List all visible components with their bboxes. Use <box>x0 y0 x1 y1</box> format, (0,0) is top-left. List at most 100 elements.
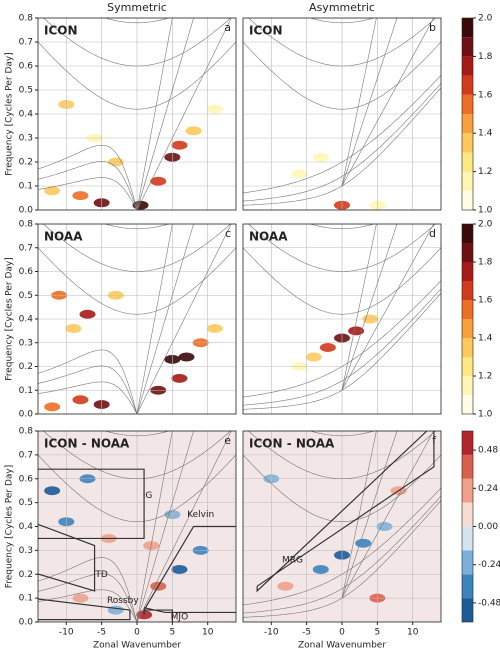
panel-label: ICON - NOAA <box>44 437 130 451</box>
plot-area <box>38 18 236 210</box>
y-tick-label: 0.8 <box>19 427 34 437</box>
mrg-curve <box>243 83 441 202</box>
colorbar-bin <box>462 262 473 281</box>
colorbar-bin <box>462 114 473 134</box>
y-tick-label: 0.5 <box>19 86 33 96</box>
kelvin-curve <box>341 18 398 187</box>
y-tick-label: 0.3 <box>19 546 33 556</box>
rossby-curve <box>38 161 138 210</box>
panel-letter: f <box>432 434 437 447</box>
y-tick-label: 0.1 <box>19 386 33 396</box>
kelvin-curve <box>136 18 194 210</box>
y-tick-label: 0.2 <box>19 158 33 168</box>
contour-spot <box>79 309 96 319</box>
ig-curve <box>243 454 441 522</box>
ig-curve <box>38 247 236 315</box>
colorbar-bin <box>462 526 473 551</box>
contour-spot <box>171 564 188 574</box>
plot-frame <box>242 223 442 415</box>
colorbar-bin <box>462 37 473 57</box>
mrg-curve <box>243 495 441 614</box>
region-box <box>256 431 428 593</box>
kelvin-curve <box>136 18 173 210</box>
colorbar-tick-label: 1.6 <box>478 90 493 100</box>
contour-spot <box>312 564 329 574</box>
column-title: Symmetric <box>107 1 167 14</box>
contour-spot <box>44 486 61 496</box>
ig-curve <box>38 41 236 110</box>
ig-curve <box>42 224 232 272</box>
ig-curve <box>243 247 441 315</box>
panel-letter: a <box>224 21 231 34</box>
colorbar-bin <box>462 431 473 455</box>
colorbar-bin <box>462 56 473 76</box>
kelvin-curve <box>341 431 398 599</box>
rossby-curve <box>38 557 138 622</box>
rossby-curve <box>38 177 138 210</box>
panel-label: NOAA <box>44 230 83 244</box>
colorbar-bin <box>462 598 473 622</box>
contour-spot <box>185 126 202 136</box>
x-axis-label: Zonal Wavenumber <box>298 641 386 651</box>
colorbar-bin <box>462 319 473 338</box>
colorbar-bin <box>462 243 473 262</box>
ig-curve <box>42 431 232 480</box>
y-tick-label: 0.6 <box>19 62 34 72</box>
y-tick-label: 0.3 <box>19 338 33 348</box>
colorbar-tick-label: 1.6 <box>478 296 493 306</box>
y-tick-label: 0.7 <box>19 243 33 253</box>
kelvin-curve <box>136 431 194 622</box>
panel-letter: e <box>224 434 231 447</box>
region-box <box>143 607 236 614</box>
y-tick-label: 0.4 <box>19 110 34 120</box>
y-tick-label: 0.3 <box>19 134 33 144</box>
colorbar-bin <box>462 18 473 38</box>
ig-curve <box>38 454 236 522</box>
colorbar-bin <box>462 550 473 575</box>
kelvin-curve <box>136 431 232 622</box>
colorbar-tick-label: 0.00 <box>478 522 498 532</box>
x-tick-label: 5 <box>374 628 380 638</box>
colorbar-bin <box>462 133 473 153</box>
x-tick-label: 0 <box>339 628 345 638</box>
y-tick-label: 0.6 <box>19 474 34 484</box>
contour-spot <box>312 152 329 162</box>
colorbar-tick-label: 2.0 <box>478 14 493 24</box>
x-tick-label: -10 <box>59 628 74 638</box>
colorbar-tick-label: 1.8 <box>478 258 493 268</box>
plot-area <box>38 224 236 414</box>
plot-area <box>243 18 441 210</box>
colorbar-tick-label: 1.0 <box>478 206 493 216</box>
contour-spot <box>171 140 188 150</box>
ig-curve <box>104 431 170 437</box>
panel-label: ICON <box>249 24 283 38</box>
contour-spot <box>277 581 294 591</box>
contour-spot <box>178 352 195 362</box>
panel-letter: c <box>225 227 231 240</box>
mrg-curve <box>243 487 441 606</box>
rossby-curve <box>38 381 138 414</box>
ig-curve <box>309 224 375 230</box>
colorbar-tick-label: 1.4 <box>478 129 493 139</box>
kelvin-curve <box>341 18 434 187</box>
annotation: MRG <box>282 555 303 565</box>
kelvin-curve <box>136 224 232 414</box>
ig-curve <box>247 224 437 272</box>
mrg-curve <box>243 500 441 618</box>
panel-label: NOAA <box>249 230 288 244</box>
panel-letter: b <box>429 21 436 34</box>
x-tick-label: 5 <box>169 628 175 638</box>
rossby-curve <box>38 365 138 414</box>
plot-frame <box>242 17 442 211</box>
contour-spot <box>319 343 336 352</box>
kelvin-curve <box>136 18 232 210</box>
colorbar-bin <box>462 224 473 243</box>
colorbar-frame <box>461 223 474 415</box>
colorbar-bin <box>462 75 473 95</box>
colorbar-bin <box>462 502 473 527</box>
x-tick-label: -10 <box>264 628 279 638</box>
kelvin-curve <box>136 224 194 414</box>
ig-curve <box>247 18 437 67</box>
mrg-curve <box>243 292 441 410</box>
colorbar-bin <box>462 338 473 357</box>
